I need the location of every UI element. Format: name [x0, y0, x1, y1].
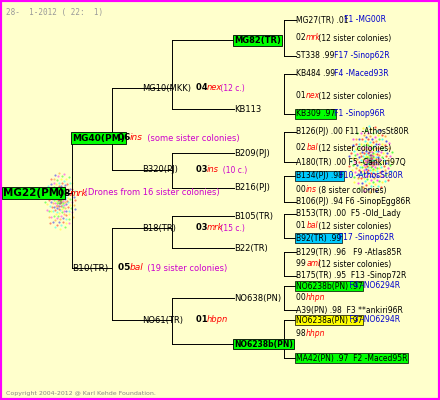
Text: B216(PJ): B216(PJ) — [234, 184, 270, 192]
Text: MA42(PN) .97  F2 -Maced95R: MA42(PN) .97 F2 -Maced95R — [296, 354, 407, 362]
Text: A180(TR) .00 F5 -Cankiri97Q: A180(TR) .00 F5 -Cankiri97Q — [296, 158, 406, 166]
Text: ins: ins — [306, 186, 317, 194]
Text: 01: 01 — [296, 92, 308, 100]
Text: MG10(MKK): MG10(MKK) — [142, 84, 191, 92]
Text: F3 -NO6294R: F3 -NO6294R — [347, 316, 400, 324]
Text: B129(TR) .96   F9 -Atlas85R: B129(TR) .96 F9 -Atlas85R — [296, 248, 402, 256]
Text: 02: 02 — [296, 144, 308, 152]
Text: F1 -Sinop96R: F1 -Sinop96R — [326, 110, 385, 118]
Text: (Drones from 16 sister colonies): (Drones from 16 sister colonies) — [82, 188, 220, 198]
Text: (8 sister colonies): (8 sister colonies) — [316, 186, 387, 194]
Text: B18(TR): B18(TR) — [142, 224, 176, 232]
Text: MG27(TR) .01: MG27(TR) .01 — [296, 16, 348, 24]
Text: ins: ins — [130, 134, 143, 142]
Text: 00: 00 — [296, 294, 308, 302]
Text: F4 -Maced93R: F4 -Maced93R — [326, 70, 389, 78]
Text: aml: aml — [306, 260, 320, 268]
Text: B106(PJ) .94 F6 -SinopEgg86R: B106(PJ) .94 F6 -SinopEgg86R — [296, 198, 411, 206]
Text: B22(TR): B22(TR) — [234, 244, 268, 252]
Text: (12 sister colonies): (12 sister colonies) — [316, 144, 392, 152]
Text: KB113: KB113 — [234, 104, 261, 114]
Text: 01: 01 — [196, 316, 210, 324]
Text: NO6238a(PN) .97: NO6238a(PN) .97 — [296, 316, 363, 324]
Text: (15 c.): (15 c.) — [218, 224, 245, 232]
Text: bal: bal — [306, 222, 318, 230]
Text: NO61(TR): NO61(TR) — [142, 316, 183, 324]
Text: KB309 .97: KB309 .97 — [296, 110, 335, 118]
Text: B320(PJ): B320(PJ) — [142, 166, 178, 174]
Text: NO638(PN): NO638(PN) — [234, 294, 281, 302]
Text: KB484 .99: KB484 .99 — [296, 70, 335, 78]
Text: F17 -Sinop62R: F17 -Sinop62R — [334, 234, 394, 242]
Text: NO6238b(PN): NO6238b(PN) — [234, 340, 293, 348]
Text: B105(TR): B105(TR) — [234, 212, 273, 220]
Text: 99: 99 — [296, 260, 308, 268]
Text: B153(TR) .00  F5 -Old_Lady: B153(TR) .00 F5 -Old_Lady — [296, 210, 401, 218]
Text: F1 -MG00R: F1 -MG00R — [337, 16, 386, 24]
Text: ins: ins — [207, 166, 219, 174]
Text: mrk: mrk — [306, 34, 321, 42]
Text: 03: 03 — [196, 166, 210, 174]
Text: nex: nex — [306, 92, 320, 100]
Text: 98: 98 — [296, 330, 308, 338]
Text: MG40(PM): MG40(PM) — [72, 134, 125, 142]
Text: (12 sister colonies): (12 sister colonies) — [316, 260, 392, 268]
Text: B10(TR): B10(TR) — [72, 264, 108, 272]
Text: A39(PN) .98  F3 **ankiri96R: A39(PN) .98 F3 **ankiri96R — [296, 306, 403, 314]
Text: (12 c.): (12 c.) — [218, 84, 245, 92]
Text: B92(TR) .99: B92(TR) .99 — [296, 234, 341, 242]
Text: 03: 03 — [196, 224, 210, 232]
Text: 01: 01 — [296, 222, 308, 230]
Text: hbpn: hbpn — [207, 316, 228, 324]
Text: B209(PJ): B209(PJ) — [234, 148, 270, 158]
Text: B134(PJ) .98: B134(PJ) .98 — [296, 172, 343, 180]
Text: hhpn: hhpn — [306, 330, 326, 338]
Text: 05: 05 — [118, 264, 133, 272]
Text: nex: nex — [207, 84, 223, 92]
Text: (some sister colonies): (some sister colonies) — [142, 134, 240, 142]
Text: 04: 04 — [196, 84, 210, 92]
Text: (12 sister colonies): (12 sister colonies) — [316, 92, 392, 100]
Text: mrk: mrk — [70, 188, 88, 198]
Text: (10 c.): (10 c.) — [218, 166, 248, 174]
Text: B126(PJ) .00 F11 -AthosSt80R: B126(PJ) .00 F11 -AthosSt80R — [296, 128, 409, 136]
Text: (12 sister colonies): (12 sister colonies) — [316, 222, 392, 230]
Text: bal: bal — [306, 144, 318, 152]
Text: ST338 .99: ST338 .99 — [296, 52, 334, 60]
Text: MG82(TR): MG82(TR) — [234, 36, 281, 44]
Text: B175(TR) .95  F13 -Sinop72R: B175(TR) .95 F13 -Sinop72R — [296, 272, 407, 280]
Text: 28-  1-2012 ( 22:  1): 28- 1-2012 ( 22: 1) — [6, 8, 103, 17]
Text: (19 sister colonies): (19 sister colonies) — [142, 264, 227, 272]
Text: (12 sister colonies): (12 sister colonies) — [316, 34, 392, 42]
Text: F4 -NO6294R: F4 -NO6294R — [347, 282, 400, 290]
Text: Copyright 2004-2012 @ Karl Kehde Foundation.: Copyright 2004-2012 @ Karl Kehde Foundat… — [6, 391, 156, 396]
Text: 00: 00 — [296, 186, 308, 194]
Text: 08: 08 — [58, 188, 73, 198]
Text: F17 -Sinop62R: F17 -Sinop62R — [326, 52, 389, 60]
Text: bal: bal — [130, 264, 144, 272]
Text: NO6238b(PN) .97: NO6238b(PN) .97 — [296, 282, 363, 290]
Text: 02: 02 — [296, 34, 308, 42]
Text: F10 -AthosSt80R: F10 -AthosSt80R — [337, 172, 403, 180]
Text: hhpn: hhpn — [306, 294, 326, 302]
Text: MG22(PM): MG22(PM) — [3, 188, 64, 198]
Text: mrk: mrk — [207, 224, 224, 232]
Text: 06: 06 — [118, 134, 133, 142]
